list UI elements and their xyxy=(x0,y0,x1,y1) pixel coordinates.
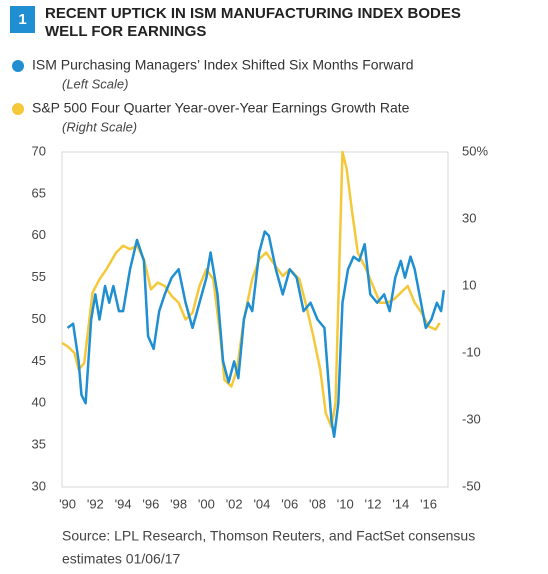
legend-label: ISM Purchasing Managers’ Index Shifted S… xyxy=(32,57,414,73)
y2-tick-label: -30 xyxy=(462,411,481,426)
y-tick-label: 50 xyxy=(32,311,46,326)
legend-label: S&P 500 Four Quarter Year-over-Year Earn… xyxy=(32,100,410,116)
plot-frame xyxy=(61,151,449,488)
legend-marker xyxy=(12,103,24,115)
series-line xyxy=(61,150,441,428)
source: estimates 01/06/17 xyxy=(62,551,181,567)
y-tick-label: 30 xyxy=(32,478,46,493)
y2-tick-label: 30 xyxy=(462,210,476,225)
x-tick-label: '94 xyxy=(115,496,132,511)
x-tick-label: '14 xyxy=(392,496,409,511)
y-tick-label: 40 xyxy=(32,395,46,410)
x-tick-label: '04 xyxy=(253,496,270,511)
y-tick-label: 60 xyxy=(32,227,46,242)
y-tick-label: 65 xyxy=(32,185,46,200)
y-tick-label: 70 xyxy=(32,143,46,158)
y-tick-label: 35 xyxy=(32,437,46,452)
y2-tick-label: -10 xyxy=(462,344,481,359)
x-tick-label: '00 xyxy=(198,496,215,511)
chart-title: RECENT UPTICK IN ISM MANUFACTURING INDEX… xyxy=(45,5,461,22)
x-tick-label: '12 xyxy=(365,496,382,511)
figure-number: 1 xyxy=(18,11,26,28)
y-tick-label: 45 xyxy=(32,353,46,368)
series-line xyxy=(66,230,446,438)
x-tick-label: '16 xyxy=(420,496,437,511)
x-tick-label: '08 xyxy=(309,496,326,511)
legend-note: (Right Scale) xyxy=(62,119,137,134)
legend-marker xyxy=(12,60,24,72)
figure-badge xyxy=(10,6,35,33)
x-tick-label: '02 xyxy=(226,496,243,511)
x-tick-label: '90 xyxy=(59,496,76,511)
source: Source: LPL Research, Thomson Reuters, a… xyxy=(62,528,475,544)
y-tick-label: 55 xyxy=(32,269,46,284)
x-tick-label: '96 xyxy=(142,496,159,511)
legend-note: (Left Scale) xyxy=(62,76,128,91)
x-tick-label: '06 xyxy=(281,496,298,511)
y2-tick-label: -50 xyxy=(462,478,481,493)
y2-tick-label: 50% xyxy=(462,143,488,158)
x-tick-label: '92 xyxy=(87,496,104,511)
x-tick-label: '10 xyxy=(337,496,354,511)
x-tick-label: '98 xyxy=(170,496,187,511)
y2-tick-label: 10 xyxy=(462,277,476,292)
chart-title: WELL FOR EARNINGS xyxy=(45,23,206,40)
